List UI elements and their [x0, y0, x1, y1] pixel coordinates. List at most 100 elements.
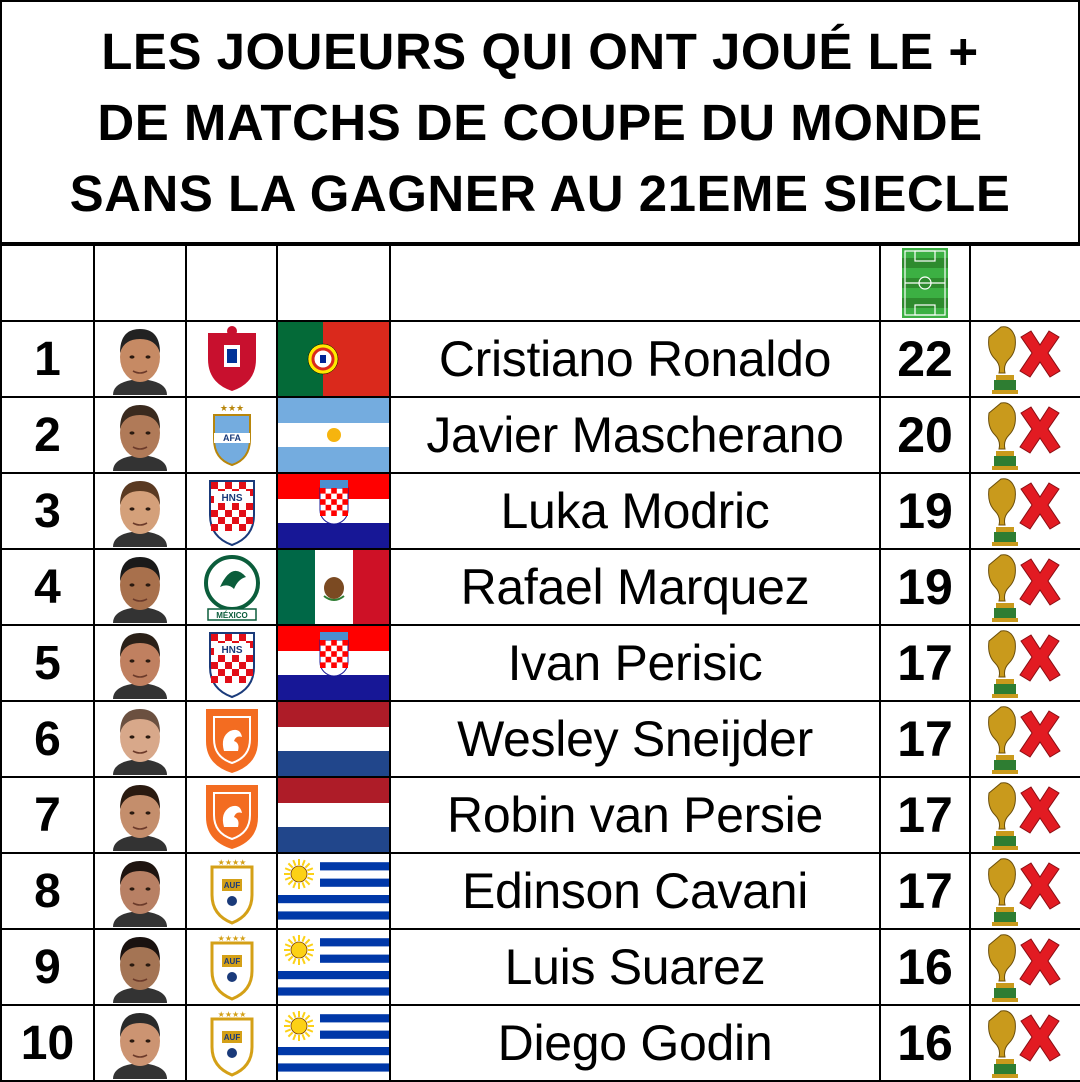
matches-count: 17	[897, 787, 953, 843]
rank-cell: 1	[0, 320, 95, 398]
player-name-cell: Edinson Cavani	[389, 852, 881, 930]
header-flag-cell	[276, 244, 391, 322]
trophy-cross-icon	[987, 706, 1061, 774]
svg-text:AUF: AUF	[223, 1033, 240, 1042]
title-line-1: LES JOUEURS QUI ONT JOUÉ LE +	[101, 22, 979, 80]
result-cell	[969, 320, 1080, 398]
rank-number: 3	[34, 484, 61, 538]
crest-uruguay-icon: ★★★★ AUF	[210, 934, 253, 1001]
crest-uruguay-icon: ★★★★ AUF	[210, 858, 253, 925]
svg-text:★★★★: ★★★★	[217, 1010, 246, 1019]
player-name: Luka Modric	[500, 483, 770, 539]
player-name-cell: Ivan Perisic	[389, 624, 881, 702]
player-name: Rafael Marquez	[460, 559, 810, 615]
svg-text:★★★★: ★★★★	[217, 934, 246, 943]
rank-number: 9	[34, 940, 61, 994]
player-name: Ivan Perisic	[507, 635, 763, 691]
table-row: 5 HNS Ivan Perisic 17	[0, 624, 1080, 702]
result-cell	[969, 776, 1080, 854]
result-cell	[969, 928, 1080, 1006]
trophy-cross-icon	[987, 554, 1061, 622]
crest-cell	[185, 700, 278, 778]
crest-cell: AFA ★★★	[185, 396, 278, 474]
rank-cell: 8	[0, 852, 95, 930]
rank-cell: 4	[0, 548, 95, 626]
netherlands-flag-icon	[279, 703, 388, 775]
photo-cell	[93, 396, 187, 474]
header-crest-cell	[185, 244, 278, 322]
crest-cell: ★★★★ AUF	[185, 1004, 278, 1082]
photo-cell	[93, 472, 187, 550]
table-row: 2 AFA ★★★ Javier Mascherano 20	[0, 396, 1080, 474]
player-name-cell: Luka Modric	[389, 472, 881, 550]
result-cell	[969, 548, 1080, 626]
svg-text:HNS: HNS	[221, 645, 242, 656]
matches-count: 19	[897, 559, 953, 615]
matches-cell: 16	[879, 1004, 971, 1082]
portugal-flag-icon	[279, 323, 388, 395]
matches-count: 17	[897, 711, 953, 767]
player-name-cell: Diego Godin	[389, 1004, 881, 1082]
matches-cell: 20	[879, 396, 971, 474]
player-name: Robin van Persie	[447, 787, 823, 843]
title-line-2: DE MATCHS DE COUPE DU MONDE	[97, 93, 983, 151]
svg-text:★★★: ★★★	[219, 403, 243, 413]
player-photo	[113, 1013, 167, 1079]
crest-cell	[185, 320, 278, 398]
rank-cell: 3	[0, 472, 95, 550]
flag-cell	[276, 624, 391, 702]
rank-cell: 9	[0, 928, 95, 1006]
trophy-cross-icon	[987, 858, 1061, 926]
matches-cell: 19	[879, 548, 971, 626]
player-name: Diego Godin	[497, 1015, 773, 1071]
player-name-cell: Rafael Marquez	[389, 548, 881, 626]
crest-cell: HNS	[185, 472, 278, 550]
player-name-cell: Luis Suarez	[389, 928, 881, 1006]
table-row: 10 ★★★★ AUF Diego Godin 16	[0, 1004, 1080, 1082]
trophy-cross-icon	[987, 782, 1061, 850]
player-photo	[113, 481, 167, 547]
rank-cell: 2	[0, 396, 95, 474]
photo-cell	[93, 928, 187, 1006]
player-name: Javier Mascherano	[426, 407, 844, 463]
uruguay-flag-icon	[279, 931, 388, 1003]
photo-cell	[93, 1004, 187, 1082]
argentina-flag-icon	[279, 399, 388, 471]
header-name-cell	[389, 244, 881, 322]
player-photo	[113, 329, 167, 395]
flag-cell	[276, 320, 391, 398]
result-cell	[969, 472, 1080, 550]
flag-cell	[276, 472, 391, 550]
flag-cell	[276, 776, 391, 854]
rank-number: 4	[34, 560, 61, 614]
player-name: Edinson Cavani	[461, 863, 809, 919]
crest-cell: ★★★★ AUF	[185, 852, 278, 930]
mexico-flag-icon	[279, 551, 388, 623]
trophy-cross-icon	[987, 934, 1061, 1002]
player-photo	[113, 861, 167, 927]
flag-cell	[276, 396, 391, 474]
header-photo-cell	[93, 244, 187, 322]
player-name-cell: Cristiano Ronaldo	[389, 320, 881, 398]
result-cell	[969, 396, 1080, 474]
table-row: 3 HNS Luka Modric 19	[0, 472, 1080, 550]
matches-cell: 17	[879, 624, 971, 702]
title-line-3: SANS LA GAGNER AU 21EME SIECLE	[69, 164, 1011, 222]
photo-cell	[93, 624, 187, 702]
matches-cell: 19	[879, 472, 971, 550]
crest-cell: MÉXICO	[185, 548, 278, 626]
croatia-flag-icon	[279, 475, 388, 547]
flag-cell	[276, 700, 391, 778]
table-row: 1 Cristiano Ronaldo 22	[0, 320, 1080, 398]
player-name-cell: Wesley Sneijder	[389, 700, 881, 778]
matches-count: 20	[897, 407, 953, 463]
croatia-flag-icon	[279, 627, 388, 699]
photo-cell	[93, 700, 187, 778]
svg-text:HNS: HNS	[221, 493, 242, 504]
rank-cell: 10	[0, 1004, 95, 1082]
crest-netherlands-icon	[205, 785, 258, 849]
matches-cell: 17	[879, 776, 971, 854]
crest-cell: HNS	[185, 624, 278, 702]
crest-croatia-icon: HNS	[208, 632, 255, 699]
trophy-cross-icon	[987, 402, 1061, 470]
